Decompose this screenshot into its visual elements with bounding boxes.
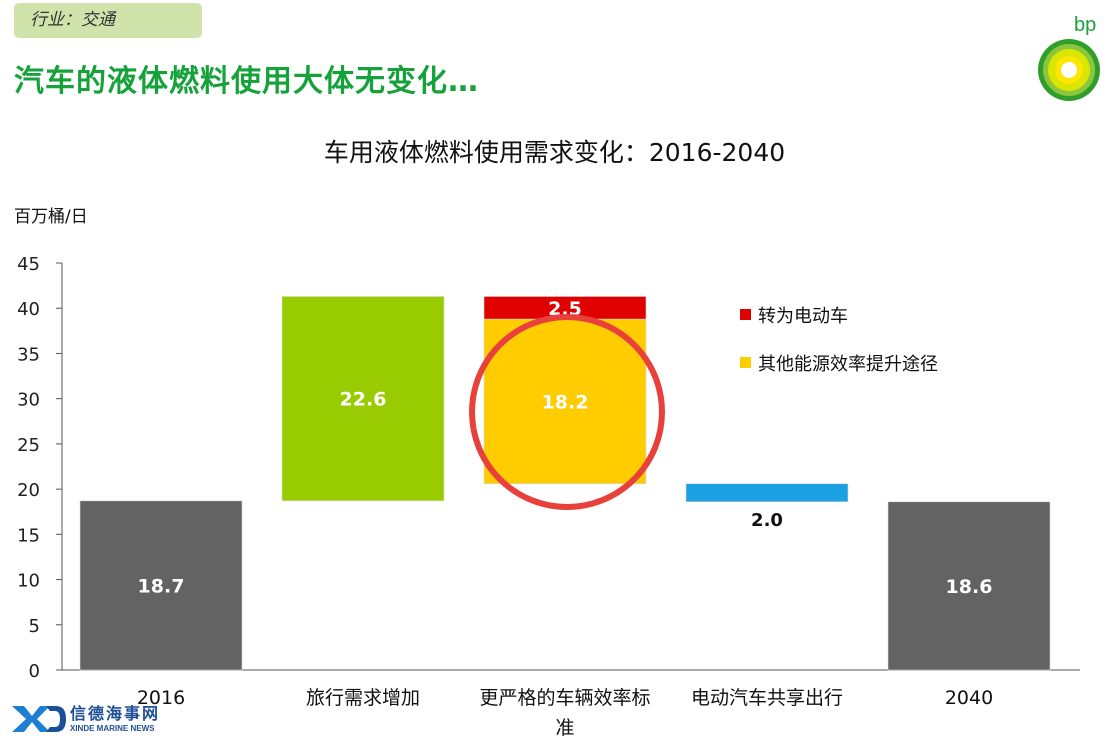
bar-segment: [685, 483, 849, 503]
data-label: 22.6: [340, 389, 387, 411]
data-label: 18.2: [542, 391, 589, 413]
legend-swatch: [740, 357, 751, 368]
y-tick-label: 25: [17, 435, 40, 456]
slide-headline: 汽车的液体燃料使用大体无变化…: [14, 64, 479, 99]
chart-title: 车用液体燃料使用需求变化：2016-2040: [323, 138, 786, 167]
y-tick-label: 20: [17, 480, 40, 501]
y-tick-label: 10: [17, 571, 40, 592]
data-label: 2.0: [751, 510, 783, 531]
bar-segment: [79, 500, 243, 671]
bp-logo-text: bp: [1074, 14, 1097, 36]
y-tick-label: 35: [17, 344, 40, 365]
xinde-brand-en: XINDE MARINE NEWS: [70, 724, 155, 733]
bar-segment: [887, 501, 1051, 671]
y-axis-label: 百万桶/日: [14, 207, 88, 227]
y-tick-label: 40: [17, 299, 40, 320]
x-tick-label: 旅行需求增加: [306, 687, 420, 709]
y-tick-label: 45: [17, 254, 40, 275]
bp-helios-logo: [1038, 39, 1100, 101]
data-label: 18.6: [946, 576, 993, 598]
bar-segment: [483, 318, 647, 484]
y-tick-label: 15: [17, 525, 40, 546]
data-label: 18.7: [138, 575, 185, 597]
y-tick-label: 5: [29, 616, 40, 637]
y-tick-label: 30: [17, 390, 40, 411]
x-tick-label: 更严格的车辆效率标: [479, 687, 650, 709]
x-tick-label: 电动汽车共享出行: [691, 687, 843, 709]
xinde-brand-cn: 信德海事网: [70, 704, 161, 723]
bar-segment: [281, 296, 445, 502]
xinde-logo-icon: [12, 706, 66, 732]
x-tick-label: 准: [555, 717, 574, 739]
legend-label: 转为电动车: [758, 306, 848, 327]
x-tick-label: 2040: [945, 687, 993, 709]
industry-tag: 行业：交通: [14, 3, 202, 38]
legend-label: 其他能源效率提升途径: [758, 354, 938, 375]
highlight-circle: [469, 314, 665, 510]
legend-swatch: [740, 309, 751, 320]
x-tick-label: 2016: [137, 687, 185, 709]
y-tick-label: 0: [29, 661, 40, 682]
